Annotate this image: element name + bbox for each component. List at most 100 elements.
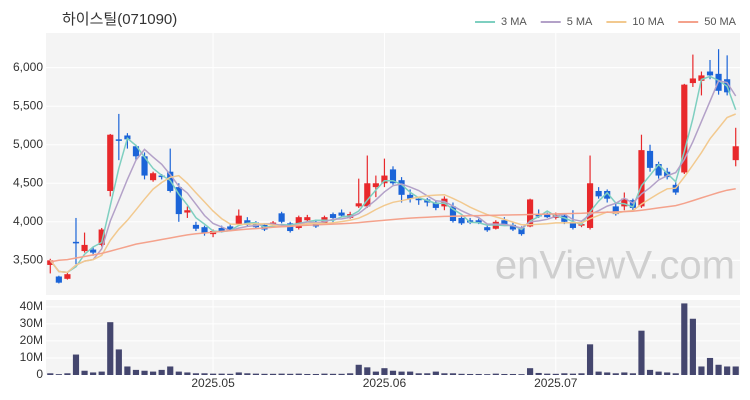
candle-body xyxy=(501,220,508,225)
volume-bar xyxy=(338,373,345,375)
volume-bar xyxy=(655,371,662,375)
candle-body xyxy=(55,276,62,283)
candle-body xyxy=(98,229,105,245)
volume-bar xyxy=(244,373,251,375)
volume-panel xyxy=(46,300,740,375)
candle-body xyxy=(586,183,594,228)
candle-body xyxy=(355,203,362,207)
candle-body xyxy=(698,75,705,81)
y-tick-label: 3,500 xyxy=(13,252,43,266)
volume-bar xyxy=(586,344,594,375)
candle-body xyxy=(192,224,200,229)
candle-body xyxy=(312,221,319,227)
volume-bar xyxy=(184,372,191,375)
volume-bar xyxy=(98,371,105,375)
candle-body xyxy=(706,71,714,76)
volume-bar xyxy=(278,373,285,375)
volume-bar xyxy=(544,373,551,375)
volume-bar xyxy=(107,322,114,375)
volume-bar xyxy=(347,373,354,375)
volume-bar xyxy=(218,373,225,375)
candle-body xyxy=(47,260,54,265)
candle-body xyxy=(338,212,345,216)
volume-bar xyxy=(672,373,679,375)
y-tick-label: 5,000 xyxy=(13,137,43,151)
volume-bar xyxy=(72,354,80,375)
volume-bar xyxy=(424,373,431,375)
volume-bar xyxy=(150,371,157,375)
candle-body xyxy=(72,241,80,244)
candle-body xyxy=(175,187,182,215)
candle-body xyxy=(64,274,71,279)
volume-bar xyxy=(552,373,559,375)
y-tick-label: 5,500 xyxy=(13,98,43,112)
candle-body xyxy=(689,78,696,84)
volume-bar xyxy=(355,364,362,375)
candle-body xyxy=(604,190,611,199)
volume-bar xyxy=(389,370,397,375)
y-tick-label: 10M xyxy=(20,350,43,364)
volume-bar xyxy=(252,373,259,375)
volume-bar xyxy=(492,373,499,375)
candle-body xyxy=(107,134,114,191)
volume-bar xyxy=(518,374,525,375)
volume-bar xyxy=(484,374,491,375)
volume-bar xyxy=(432,371,439,375)
volume-bar xyxy=(732,366,739,375)
volume-bar xyxy=(681,303,688,375)
volume-bar xyxy=(612,373,619,375)
candle-body xyxy=(81,244,88,252)
volume-bar xyxy=(415,373,422,375)
candle-body xyxy=(329,214,337,218)
candle-body xyxy=(458,217,465,224)
volume-bar xyxy=(329,373,337,375)
candle-body xyxy=(732,146,739,161)
volume-bar xyxy=(55,374,62,375)
volume-bar xyxy=(458,373,465,375)
volume-bar xyxy=(364,367,371,375)
volume-bar xyxy=(646,369,654,375)
candle-body xyxy=(407,194,414,199)
candle-body xyxy=(372,183,379,188)
volume-bar xyxy=(47,373,54,375)
candle-body xyxy=(381,175,388,184)
volume-bar xyxy=(629,373,636,375)
candle-body xyxy=(527,199,534,227)
candle-body xyxy=(364,183,371,207)
candle-body xyxy=(655,164,662,176)
volume-bar xyxy=(261,373,268,375)
candle-body xyxy=(535,214,542,217)
volume-bar xyxy=(561,373,568,375)
candle-body xyxy=(90,249,97,253)
candle-body xyxy=(629,200,636,208)
y-tick-label: 4,500 xyxy=(13,175,43,189)
candle-body xyxy=(278,213,285,222)
candle-body xyxy=(561,215,568,222)
volume-bar xyxy=(595,371,602,375)
volume-bar xyxy=(287,373,294,375)
candle-body xyxy=(235,215,242,225)
volume-bar xyxy=(527,368,534,375)
volume-bar xyxy=(201,373,208,375)
volume-bar xyxy=(621,372,628,375)
candle-body xyxy=(484,227,491,231)
candle-body xyxy=(389,169,397,184)
candle-body xyxy=(132,146,140,157)
candle-body xyxy=(304,217,311,221)
candle-body xyxy=(646,150,654,168)
y-tick-label: 40M xyxy=(20,299,43,313)
volume-bar xyxy=(312,373,319,375)
candle-body xyxy=(595,190,602,197)
volume-bar xyxy=(124,366,131,375)
volume-bar xyxy=(698,366,705,375)
candle-body xyxy=(638,150,645,207)
candle-body xyxy=(115,139,122,141)
volume-bar xyxy=(64,373,71,375)
legend-label: 3 MA xyxy=(501,16,527,28)
candle-body xyxy=(449,206,457,222)
candle-body xyxy=(475,220,482,223)
legend-label: 50 MA xyxy=(704,16,736,28)
candle-body xyxy=(150,173,157,181)
candle-body xyxy=(544,214,551,218)
